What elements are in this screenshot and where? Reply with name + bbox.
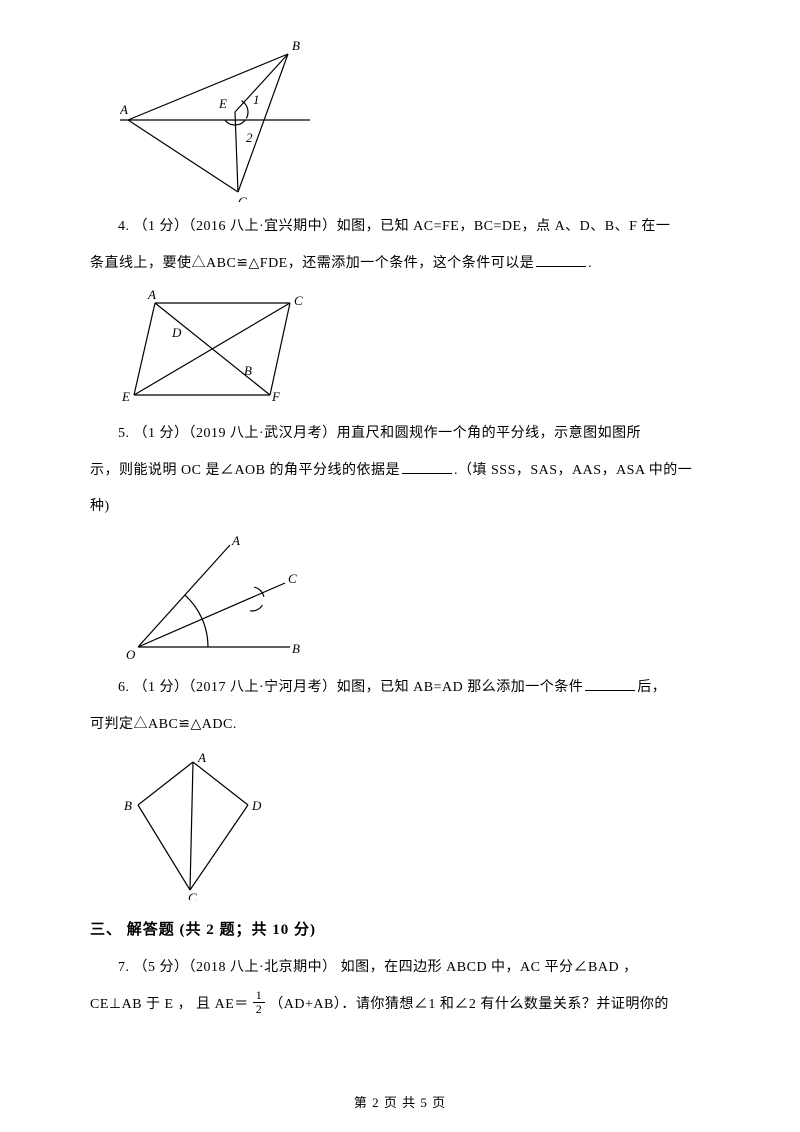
- q6-line2a: 可判定△ABC≌△ADC.: [90, 717, 237, 732]
- svg-text:E: E: [121, 389, 130, 404]
- question-4: 4. （1 分）（2016 八上·宜兴期中）如图，已知 AC=FE，BC=DE，…: [90, 214, 710, 241]
- section-3-heading: 三、 解答题 (共 2 题；共 10 分): [90, 916, 710, 945]
- q6-blank: [585, 677, 635, 691]
- svg-text:A: A: [120, 102, 128, 117]
- question-6-line2: 可判定△ABC≌△ADC.: [90, 712, 710, 739]
- q7-line2a: CE⊥AB 于 E ， 且 AE＝: [90, 997, 249, 1012]
- question-5-line3: 种): [90, 494, 710, 521]
- svg-text:C: C: [238, 194, 247, 202]
- frac-den: 2: [253, 1003, 266, 1016]
- svg-text:B: B: [244, 363, 252, 378]
- q4-blank: [536, 253, 586, 267]
- question-5-line2: 示，则能说明 OC 是∠AOB 的角平分线的依据是 .（填 SSS，SAS，AAS…: [90, 458, 710, 485]
- page-content: ABCE12 4. （1 分）（2016 八上·宜兴期中）如图，已知 AC=FE…: [0, 0, 800, 1019]
- q5-blank: [402, 460, 452, 474]
- q6-line1a: 6. （1 分）（2017 八上·宁河月考）如图，已知 AB=AD 那么添加一个…: [118, 680, 583, 695]
- question-7-line2: CE⊥AB 于 E ， 且 AE＝ 12（AD+AB）．请你猜想∠1 和∠2 有什…: [90, 991, 710, 1019]
- question-7: 7. （5 分）（2018 八上·北京期中） 如图，在四边形 ABCD 中，AC…: [90, 955, 710, 982]
- question-5: 5. （1 分）（2019 八上·武汉月考）用直尺和圆规作一个角的平分线，示意图…: [90, 421, 710, 448]
- svg-text:C: C: [188, 890, 197, 900]
- svg-text:O: O: [126, 647, 136, 662]
- q5-line2b: .（填 SSS，SAS，AAS，ASA 中的一: [454, 463, 692, 478]
- q4-line1: 4. （1 分）（2016 八上·宜兴期中）如图，已知 AC=FE，BC=DE，…: [118, 219, 670, 234]
- q5-line2a: 示，则能说明 OC 是∠AOB 的角平分线的依据是: [90, 463, 400, 478]
- q7-line1: 7. （5 分）（2018 八上·北京期中） 如图，在四边形 ABCD 中，AC…: [118, 960, 638, 975]
- fraction-half: 12: [253, 989, 266, 1016]
- svg-text:D: D: [171, 325, 182, 340]
- svg-text:F: F: [271, 389, 281, 404]
- q5-line3a: 种): [90, 499, 110, 514]
- svg-text:E: E: [218, 96, 227, 111]
- q5-line1: 5. （1 分）（2019 八上·武汉月考）用直尺和圆规作一个角的平分线，示意图…: [118, 426, 641, 441]
- figure-q5: O A B C: [120, 533, 710, 663]
- svg-text:B: B: [124, 798, 132, 813]
- svg-text:C: C: [294, 293, 303, 308]
- q7-line2b: （AD+AB）．请你猜想∠1 和∠2 有什么数量关系？并证明你的: [269, 997, 669, 1012]
- svg-text:A: A: [231, 533, 240, 548]
- svg-text:1: 1: [253, 92, 260, 107]
- q4-line2b: .: [588, 256, 592, 271]
- figure-q3: A B C E 1 2: [120, 32, 710, 202]
- svg-text:A: A: [147, 289, 156, 302]
- svg-text:2: 2: [246, 130, 253, 145]
- frac-num: 1: [253, 989, 266, 1003]
- question-6: 6. （1 分）（2017 八上·宁河月考）如图，已知 AB=AD 那么添加一个…: [90, 675, 710, 702]
- svg-text:B: B: [292, 641, 300, 656]
- svg-text:D: D: [251, 798, 262, 813]
- figure-q4: A C E F D B: [120, 289, 710, 409]
- svg-text:B: B: [292, 38, 300, 53]
- q6-line1b: 后，: [637, 680, 666, 695]
- q4-line2a: 条直线上，要使△ABC≌△FDE，还需添加一个条件，这个条件可以是: [90, 256, 534, 271]
- svg-text:C: C: [288, 571, 297, 586]
- svg-text:A: A: [197, 750, 206, 765]
- page-footer: 第 2 页 共 5 页: [0, 1091, 800, 1116]
- figure-q6: A B C D: [120, 750, 710, 900]
- question-4-line2: 条直线上，要使△ABC≌△FDE，还需添加一个条件，这个条件可以是.: [90, 251, 710, 278]
